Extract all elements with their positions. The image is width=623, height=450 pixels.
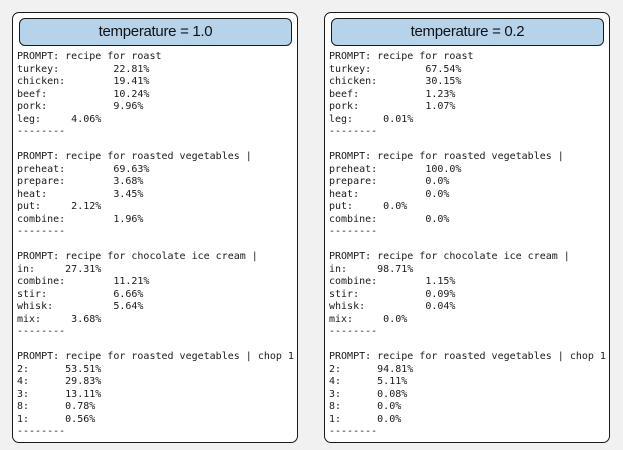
token-probability-row: 2: 53.51% bbox=[17, 363, 102, 375]
token-probability-row: 1: 0.56% bbox=[17, 413, 96, 425]
token-probability-row: chicken: 19.41% bbox=[17, 76, 150, 87]
panel-title: temperature = 1.0 bbox=[19, 18, 292, 46]
prompt-line: PROMPT: recipe for chocolate ice cream | bbox=[17, 251, 258, 262]
prompt-block: PROMPT: recipe for roast turkey: 22.81% ch… bbox=[17, 51, 297, 139]
token-probability-row: combine: 0.0% bbox=[329, 213, 450, 225]
prompt-block: PROMPT: recipe for roast turkey: 67.54% ch… bbox=[329, 51, 609, 139]
prompt-line: PROMPT: recipe for roasted vegetables | bbox=[329, 151, 564, 162]
token-probability-row: 2: 94.81% bbox=[329, 363, 414, 375]
token-probability-row: stir: 0.09% bbox=[329, 288, 456, 300]
prompt-block: PROMPT: recipe for roasted vegetables | … bbox=[329, 351, 609, 439]
separator-line: -------- bbox=[329, 326, 378, 337]
block-gap bbox=[329, 139, 609, 152]
prompt-line: PROMPT: recipe for roast bbox=[329, 51, 474, 62]
token-probability-row: heat: 3.45% bbox=[17, 188, 144, 200]
separator-line: -------- bbox=[17, 326, 66, 337]
token-probability-row: whisk: 5.64% bbox=[17, 301, 144, 312]
token-probability-row: put: 2.12% bbox=[17, 201, 102, 212]
prompt-block: PROMPT: recipe for roasted vegetables | … bbox=[17, 351, 297, 439]
token-probability-row: stir: 6.66% bbox=[17, 288, 144, 300]
token-probability-row: prepare: 3.68% bbox=[17, 176, 144, 187]
token-probability-row: 4: 5.11% bbox=[329, 376, 408, 387]
token-probability-row: pork: 9.96% bbox=[17, 101, 144, 112]
block-gap bbox=[17, 239, 297, 252]
token-probability-row: preheat: 100.0% bbox=[329, 163, 462, 175]
token-probability-row: turkey: 22.81% bbox=[17, 63, 150, 75]
separator-line: -------- bbox=[329, 426, 378, 437]
block-gap bbox=[17, 339, 297, 352]
panel-temperature-0-2: temperature = 0.2 PROMPT: recipe for roa… bbox=[324, 12, 610, 443]
prompt-block: PROMPT: recipe for chocolate ice cream |… bbox=[329, 251, 609, 339]
panel-body: PROMPT: recipe for roast turkey: 67.54% ch… bbox=[329, 51, 609, 439]
token-probability-row: beef: 1.23% bbox=[329, 88, 456, 100]
token-probability-row: put: 0.0% bbox=[329, 201, 408, 212]
token-probability-row: 1: 0.0% bbox=[329, 413, 402, 425]
block-gap bbox=[329, 239, 609, 252]
separator-line: -------- bbox=[329, 226, 378, 237]
token-probability-row: turkey: 67.54% bbox=[329, 63, 462, 75]
token-probability-row: mix: 3.68% bbox=[17, 313, 102, 325]
token-probability-row: in: 27.31% bbox=[17, 263, 102, 275]
token-probability-row: 8: 0.78% bbox=[17, 401, 96, 412]
separator-line: -------- bbox=[17, 226, 66, 237]
token-probability-row: pork: 1.07% bbox=[329, 101, 456, 112]
panel-title: temperature = 0.2 bbox=[331, 18, 604, 46]
prompt-line: PROMPT: recipe for roasted vegetables | … bbox=[329, 351, 610, 362]
token-probability-row: 4: 29.83% bbox=[17, 376, 102, 387]
prompt-block: PROMPT: recipe for chocolate ice cream |… bbox=[17, 251, 297, 339]
token-probability-row: in: 98.71% bbox=[329, 263, 414, 275]
token-probability-row: heat: 0.0% bbox=[329, 188, 450, 200]
token-probability-row: combine: 1.15% bbox=[329, 276, 456, 287]
prompt-line: PROMPT: recipe for chocolate ice cream | bbox=[329, 251, 570, 262]
token-probability-row: combine: 11.21% bbox=[17, 276, 150, 287]
prompt-block: PROMPT: recipe for roasted vegetables | p… bbox=[329, 151, 609, 239]
separator-line: -------- bbox=[17, 126, 66, 137]
block-gap bbox=[329, 339, 609, 352]
prompt-line: PROMPT: recipe for roasted vegetables | bbox=[17, 151, 252, 162]
token-probability-row: leg: 0.01% bbox=[329, 113, 414, 125]
prompt-line: PROMPT: recipe for roasted vegetables | … bbox=[17, 351, 298, 362]
token-probability-row: beef: 10.24% bbox=[17, 88, 150, 100]
prompt-line: PROMPT: recipe for roast bbox=[17, 51, 162, 62]
separator-line: -------- bbox=[329, 126, 378, 137]
token-probability-row: 8: 0.0% bbox=[329, 401, 402, 412]
token-probability-row: chicken: 30.15% bbox=[329, 76, 462, 87]
separator-line: -------- bbox=[17, 426, 66, 437]
token-probability-row: combine: 1.96% bbox=[17, 213, 144, 225]
prompt-block: PROMPT: recipe for roasted vegetables | p… bbox=[17, 151, 297, 239]
token-probability-row: prepare: 0.0% bbox=[329, 176, 450, 187]
panel-body: PROMPT: recipe for roast turkey: 22.81% ch… bbox=[17, 51, 297, 439]
token-probability-row: mix: 0.0% bbox=[329, 313, 408, 325]
token-probability-row: 3: 13.11% bbox=[17, 388, 102, 400]
panel-temperature-1-0: temperature = 1.0 PROMPT: recipe for roa… bbox=[12, 12, 298, 443]
token-probability-row: whisk: 0.04% bbox=[329, 301, 456, 312]
token-probability-row: leg: 4.06% bbox=[17, 113, 102, 125]
token-probability-row: preheat: 69.63% bbox=[17, 163, 150, 175]
token-probability-row: 3: 0.08% bbox=[329, 388, 408, 400]
block-gap bbox=[17, 139, 297, 152]
